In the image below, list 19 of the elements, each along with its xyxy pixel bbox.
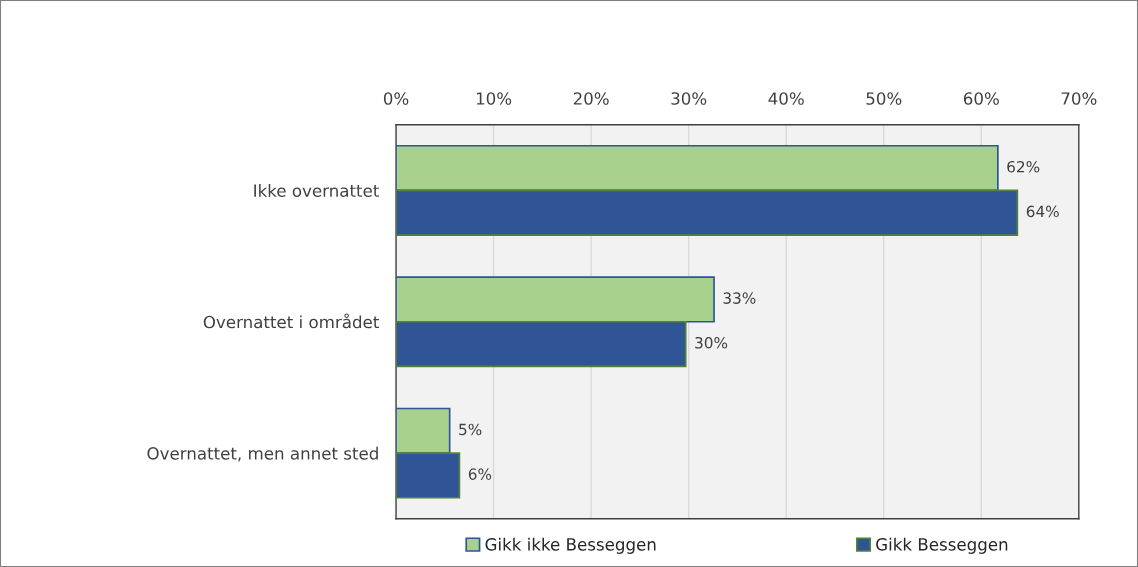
x-tick-label: 50% <box>866 92 902 105</box>
x-tick-label: 40% <box>768 92 804 105</box>
data-label: 62% <box>1007 160 1040 173</box>
x-tick-label: 0% <box>383 92 409 105</box>
legend-label: Gikk Besseggen <box>876 537 1008 554</box>
data-label: 30% <box>695 336 728 349</box>
y-tick-label: Overnattet i området <box>203 313 379 329</box>
x-tick-label: 30% <box>671 92 707 105</box>
data-label: 6% <box>468 468 492 480</box>
data-label: 33% <box>723 292 756 304</box>
data-label: 64% <box>1026 205 1059 218</box>
x-tick-label: 20% <box>573 92 609 105</box>
legend-label: Gikk ikke Besseggen <box>485 537 656 554</box>
data-label: 5% <box>459 423 482 436</box>
x-tick-label: 60% <box>963 92 999 105</box>
x-tick-label: 70% <box>1061 92 1097 105</box>
x-tick-label: 10% <box>476 92 512 105</box>
y-tick-label: Overnattet, men annet sted <box>147 446 378 462</box>
y-tick-label: Ikke overnattet <box>254 184 379 197</box>
